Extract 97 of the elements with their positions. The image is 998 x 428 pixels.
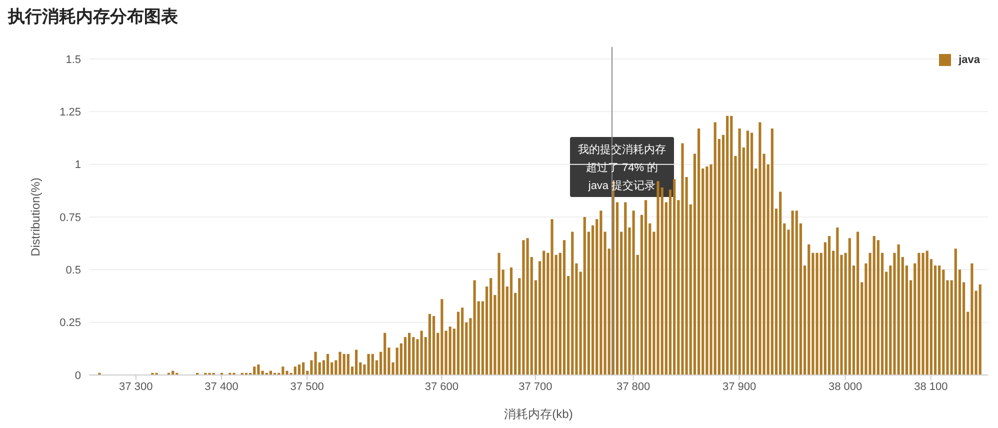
bar [510, 268, 513, 375]
bar [440, 299, 444, 375]
bar [970, 263, 974, 375]
annotation: 超过了 74% 的 [586, 161, 658, 174]
x-tick-label: 38 100 [914, 380, 948, 393]
bar [848, 238, 851, 375]
bar [681, 143, 684, 375]
bar [562, 240, 566, 375]
bar [371, 354, 374, 375]
bar [922, 252, 924, 375]
bar [897, 244, 900, 375]
bar [942, 270, 945, 375]
bar [632, 210, 635, 375]
bar [473, 280, 476, 375]
bar [522, 240, 525, 375]
bar [298, 364, 301, 375]
bar [257, 364, 260, 375]
x-tick-label: 37 500 [290, 380, 324, 393]
bar [876, 240, 880, 375]
y-tick-label: 0.5 [66, 264, 81, 277]
bar [346, 354, 350, 375]
x-tick-label: 37 300 [119, 380, 153, 393]
bar [779, 192, 782, 375]
annotation: 我的提交消耗内存 [578, 143, 666, 156]
bar [342, 354, 346, 375]
legend-label: java [958, 54, 980, 66]
bar [644, 200, 648, 375]
bar [461, 308, 464, 375]
x-tick-label: 37 600 [424, 380, 458, 393]
y-axis-title: Distribution(%) [28, 178, 42, 256]
bar [408, 332, 411, 375]
bar [456, 312, 460, 375]
bar [918, 252, 920, 375]
bar [791, 210, 794, 375]
bar [355, 350, 358, 375]
bar [836, 228, 839, 375]
x-tick-label: 38 000 [828, 380, 862, 393]
bar [624, 202, 627, 375]
y-tick-label: 1 [74, 159, 81, 172]
bar [286, 370, 288, 375]
bar [750, 132, 754, 375]
bar [571, 232, 574, 375]
bar [367, 354, 370, 375]
x-tick-label: 37 800 [616, 380, 650, 393]
x-tick-label: 37 900 [722, 380, 756, 393]
x-tick-label: 37 700 [518, 380, 552, 393]
bar [526, 238, 529, 375]
bar [432, 316, 436, 375]
bar [738, 128, 741, 375]
bar [856, 232, 860, 375]
bar [338, 352, 342, 375]
bar [550, 219, 554, 375]
bar [673, 179, 676, 375]
bar [872, 236, 876, 375]
bar [253, 366, 256, 375]
x-tick-label: 37 400 [204, 380, 238, 393]
bar [490, 278, 492, 375]
bar [954, 248, 957, 375]
bar [770, 128, 774, 375]
bar [714, 122, 716, 375]
bar [726, 116, 729, 375]
bar [294, 366, 296, 375]
bar [498, 252, 500, 375]
bar [938, 265, 941, 375]
bar [384, 332, 386, 375]
bar [396, 348, 398, 375]
bar [302, 362, 305, 375]
chart-title: 执行消耗内存分布图表 [8, 6, 178, 28]
bar [583, 217, 586, 375]
bar [828, 236, 831, 375]
bar [808, 244, 810, 375]
bar [542, 250, 546, 375]
bar [816, 252, 818, 375]
y-tick-label: 1.25 [60, 106, 81, 119]
bar [758, 122, 762, 375]
bar [926, 250, 928, 375]
bar [282, 366, 284, 375]
bar [314, 352, 317, 375]
x-axis-title: 消耗内存(kb) [504, 407, 573, 421]
bar [428, 314, 431, 375]
y-tick-label: 0 [74, 370, 81, 382]
bar [326, 354, 330, 375]
y-tick-label: 0.25 [60, 317, 81, 330]
bar [404, 337, 407, 375]
bar [420, 330, 423, 375]
bar [795, 210, 798, 375]
bar [978, 284, 982, 375]
bar [600, 210, 602, 375]
bar [412, 337, 415, 375]
bar [448, 326, 452, 375]
bar [656, 181, 660, 375]
bar [697, 128, 700, 375]
bar [730, 116, 733, 375]
bar [746, 130, 750, 375]
y-tick-label: 0.75 [60, 212, 81, 224]
bar [706, 166, 708, 375]
y-tick-label: 1.5 [66, 54, 81, 66]
